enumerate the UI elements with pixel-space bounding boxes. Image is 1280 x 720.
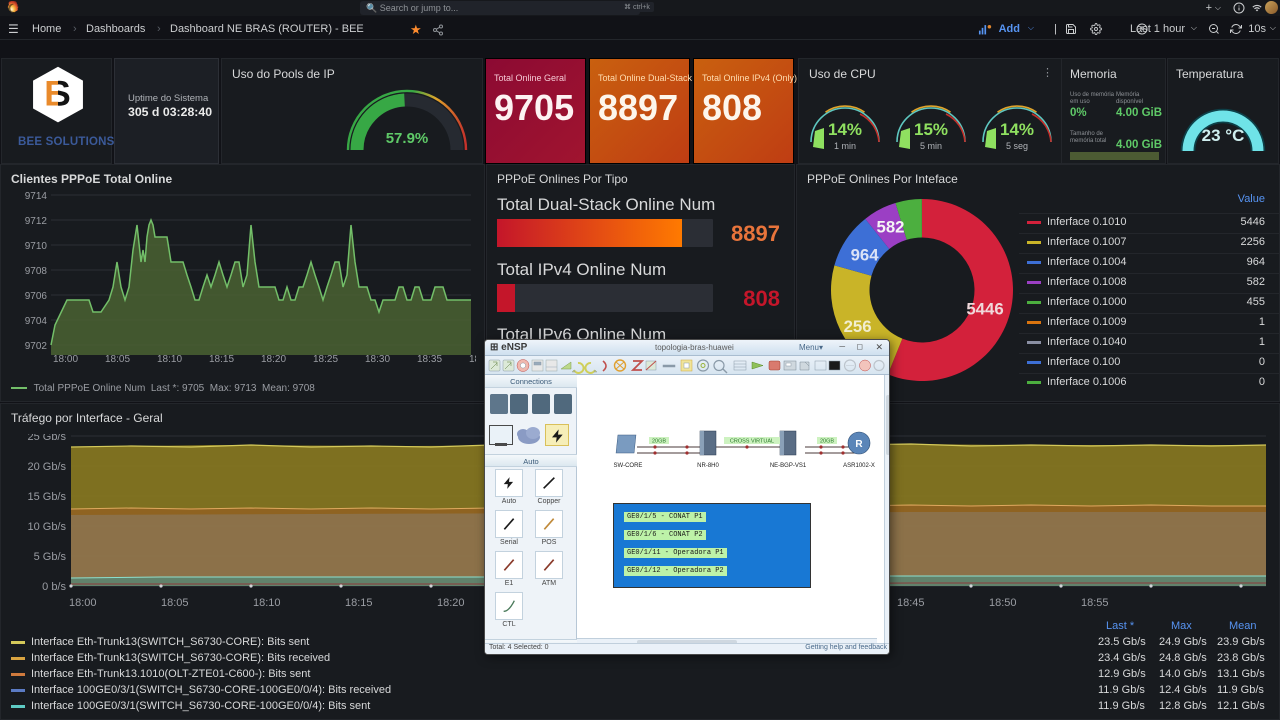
svg-text:18:05: 18:05: [105, 354, 130, 365]
svg-text:9712: 9712: [25, 216, 48, 227]
svg-text:18:10: 18:10: [157, 354, 182, 365]
svg-text:964: 964: [851, 246, 880, 265]
svg-text:18:55: 18:55: [1081, 597, 1109, 609]
svg-text:1 min: 1 min: [834, 141, 856, 151]
svg-text:NE-BGP-VS1: NE-BGP-VS1: [770, 463, 807, 469]
svg-text:CROSS VIRTUAL: CROSS VIRTUAL: [730, 439, 774, 445]
svg-text:10 Gb/s: 10 Gb/s: [27, 521, 66, 533]
svg-text:256: 256: [844, 317, 872, 336]
svg-text:5 seg: 5 seg: [1006, 141, 1028, 151]
svg-text:18:10: 18:10: [253, 597, 281, 609]
svg-text:NR-8H0: NR-8H0: [697, 463, 719, 469]
svg-text:9704: 9704: [25, 316, 48, 327]
svg-text:20GB: 20GB: [652, 439, 666, 445]
svg-text:18:00: 18:00: [53, 354, 78, 365]
svg-text:25 Gb/s: 25 Gb/s: [27, 434, 66, 443]
svg-text:9714: 9714: [25, 191, 48, 202]
svg-text:0 b/s: 0 b/s: [42, 581, 66, 593]
svg-text:9706: 9706: [25, 291, 48, 302]
svg-text:18:15: 18:15: [209, 354, 234, 365]
svg-text:18:35: 18:35: [417, 354, 442, 365]
svg-text:18:40: 18:40: [469, 354, 476, 365]
svg-text:5446: 5446: [966, 300, 1003, 319]
svg-text:SW-CORE: SW-CORE: [614, 463, 643, 469]
svg-text:18:30: 18:30: [365, 354, 390, 365]
svg-text:20GB: 20GB: [820, 439, 834, 445]
svg-text:18:00: 18:00: [69, 597, 97, 609]
svg-text:14%: 14%: [828, 120, 862, 139]
svg-text:18:45: 18:45: [897, 597, 925, 609]
svg-text:18:25: 18:25: [313, 354, 338, 365]
svg-text:9708: 9708: [25, 266, 48, 277]
svg-text:5 min: 5 min: [920, 141, 942, 151]
svg-text:18:20: 18:20: [437, 597, 465, 609]
svg-text:9702: 9702: [25, 341, 48, 352]
svg-text:R: R: [855, 439, 863, 450]
svg-text:15%: 15%: [914, 120, 948, 139]
svg-text:57.9%: 57.9%: [386, 130, 429, 147]
svg-text:14%: 14%: [1000, 120, 1034, 139]
svg-text:20 Gb/s: 20 Gb/s: [27, 461, 66, 473]
svg-text:18:50: 18:50: [989, 597, 1017, 609]
svg-text:23 °C: 23 °C: [1202, 126, 1245, 145]
svg-text:18:15: 18:15: [345, 597, 373, 609]
svg-text:18:20: 18:20: [261, 354, 286, 365]
svg-text:582: 582: [877, 218, 905, 237]
svg-text:18:05: 18:05: [161, 597, 189, 609]
svg-text:5 Gb/s: 5 Gb/s: [34, 551, 67, 563]
svg-text:9710: 9710: [25, 241, 48, 252]
svg-text:ASR1002-X: ASR1002-X: [843, 463, 875, 469]
svg-text:15 Gb/s: 15 Gb/s: [27, 491, 66, 503]
